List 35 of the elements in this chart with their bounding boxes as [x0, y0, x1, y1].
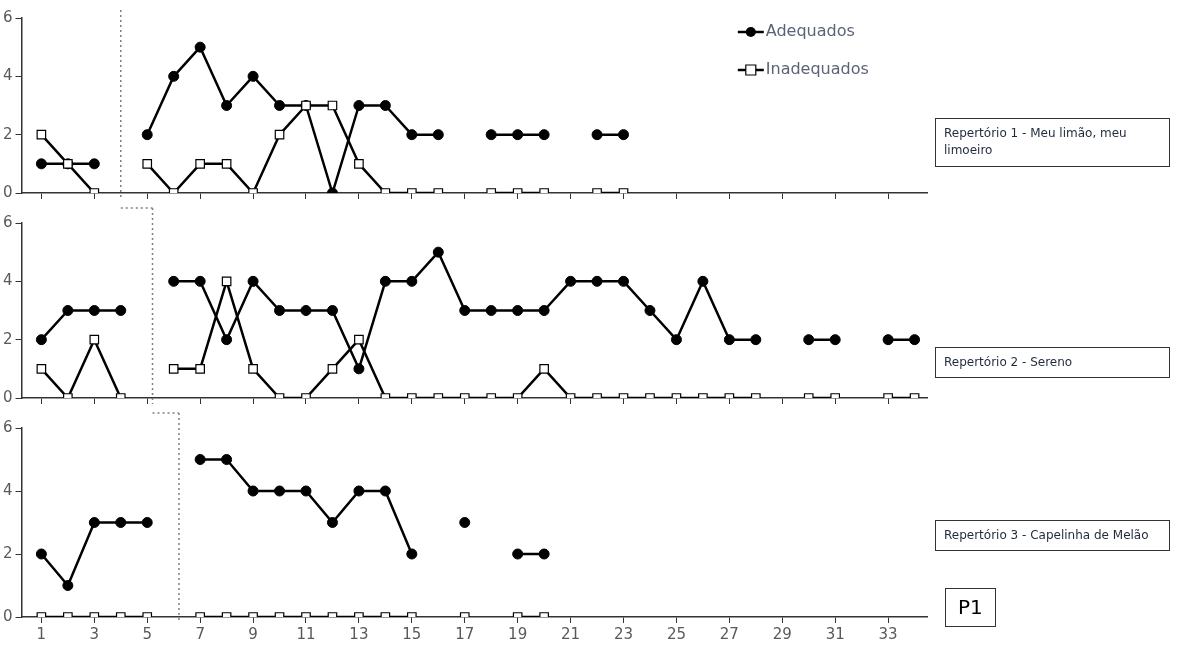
- y-tick-label: 2: [3, 124, 13, 143]
- x-tick-label: 29: [772, 624, 792, 643]
- x-tick-label: 33: [878, 624, 898, 643]
- x-tick-label: 31: [825, 624, 845, 643]
- x-tick-label: 11: [296, 624, 316, 643]
- x-tick-label: 9: [248, 624, 258, 643]
- x-tick-label: 25: [666, 624, 686, 643]
- y-tick-label: 4: [3, 271, 13, 290]
- text: Repertório 1 - Meu limão, meu limoeiro: [935, 118, 1170, 167]
- x-tick-label: 15: [402, 624, 422, 643]
- y-tick-label: 6: [3, 212, 13, 231]
- legend-label: Adequados: [765, 21, 855, 41]
- x-tick-label: 1: [36, 624, 47, 643]
- x-tick-label: 7: [195, 624, 205, 643]
- y-tick-label: 4: [3, 66, 13, 85]
- legend-label: Inadequados: [765, 59, 869, 79]
- x-tick-label: 21: [561, 624, 581, 643]
- x-tick-label: 17: [455, 624, 475, 643]
- x-tick-label: 5: [142, 624, 152, 643]
- y-tick-label: 0: [3, 606, 13, 625]
- y-tick-label: 2: [3, 543, 13, 562]
- text: P1: [945, 588, 996, 627]
- y-tick-label: 6: [3, 7, 13, 26]
- y-tick-label: 0: [3, 387, 13, 406]
- x-tick-label: 3: [89, 624, 100, 643]
- text: Repertório 2 - Sereno: [935, 347, 1170, 379]
- y-tick-label: 4: [3, 480, 13, 499]
- text: Repertório 3 - Capelinha de Melão: [935, 520, 1170, 552]
- x-tick-label: 23: [613, 624, 634, 643]
- x-tick-label: 19: [508, 624, 528, 643]
- y-tick-label: 6: [3, 417, 13, 436]
- y-tick-label: 0: [3, 182, 13, 201]
- x-tick-label: 13: [349, 624, 369, 643]
- x-tick-label: 27: [719, 624, 739, 643]
- y-tick-label: 2: [3, 329, 13, 348]
